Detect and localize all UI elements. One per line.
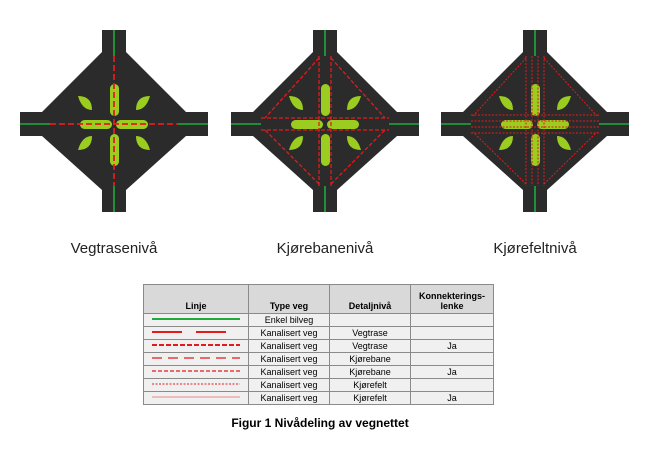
legend-row: Kanalisert veg Kjørebane [143, 352, 494, 366]
legend-header-row: Linje Type veg Detaljnivå Konnekterings-… [143, 284, 494, 314]
line-sample-red-long-dash [152, 357, 240, 359]
type-cell: Kanalisert veg [248, 365, 330, 379]
header-detaljniva: Detaljnivå [329, 284, 411, 314]
traffic-islands [289, 84, 361, 166]
line-sample-red-dash-thick [152, 344, 240, 346]
legend-row: Kanalisert veg Kjørefelt [143, 378, 494, 392]
detail-cell: Vegtrase [329, 326, 411, 340]
line-sample [143, 339, 249, 353]
centerlines [231, 30, 419, 212]
detail-cell: Vegtrase [329, 339, 411, 353]
intersection-kjorefeltnivaa [441, 30, 629, 212]
line-sample [143, 391, 249, 405]
header-konnekteringslenke: Konnekterings- lenke [410, 284, 494, 314]
connector-cell [410, 378, 494, 392]
type-cell: Kanalisert veg [248, 326, 330, 340]
line-sample-red-dash [152, 370, 240, 372]
header-type-veg: Type veg [248, 284, 330, 314]
line-sample [143, 313, 249, 327]
detail-cell: Kjørebane [329, 365, 411, 379]
connector-cell: Ja [410, 339, 494, 353]
figure-caption: Figur 1 Nivådeling av vegnettet [231, 416, 409, 430]
centerlines [20, 30, 208, 212]
legend-row: Enkel bilveg [143, 313, 494, 327]
legend-row: Kanalisert veg Kjørebane Ja [143, 365, 494, 379]
line-sample-green-solid [152, 318, 240, 320]
type-cell: Kanalisert veg [248, 391, 330, 405]
detail-cell: Kjørefelt [329, 391, 411, 405]
connector-cell [410, 352, 494, 366]
line-sample-red-long-dash-thick [152, 331, 240, 333]
line-sample-red-solid-thin [152, 396, 240, 398]
legend-row: Kanalisert veg Vegtrase Ja [143, 339, 494, 353]
connector-cell [410, 313, 494, 327]
detail-cell: Kjørefelt [329, 378, 411, 392]
caption-kjorebanenivaa: Kjørebanenivå [276, 240, 374, 257]
type-cell: Enkel bilveg [248, 313, 330, 327]
centerlines [441, 30, 629, 212]
line-sample [143, 352, 249, 366]
detail-cell [329, 313, 411, 327]
caption-vegtrasenivaa: Vegtrasenivå [70, 240, 158, 257]
intersection-vegtrasenivaa [20, 30, 208, 212]
line-sample-red-dot-thin [152, 383, 240, 385]
legend-table: Linje Type veg Detaljnivå Konnekterings-… [143, 284, 494, 405]
line-sample [143, 365, 249, 379]
legend-row: Kanalisert veg Vegtrase [143, 326, 494, 340]
type-cell: Kanalisert veg [248, 352, 330, 366]
connector-cell: Ja [410, 365, 494, 379]
detail-cell: Kjørebane [329, 352, 411, 366]
road-surface [231, 30, 419, 212]
intersection-kjorebanenivaa [231, 30, 419, 212]
connector-cell: Ja [410, 391, 494, 405]
type-cell: Kanalisert veg [248, 378, 330, 392]
line-sample [143, 326, 249, 340]
caption-kjorefeltnivaa: Kjørefeltnivå [493, 240, 577, 257]
line-sample [143, 378, 249, 392]
legend-row: Kanalisert veg Kjørefelt Ja [143, 391, 494, 405]
type-cell: Kanalisert veg [248, 339, 330, 353]
connector-cell [410, 326, 494, 340]
header-linje: Linje [143, 284, 249, 314]
